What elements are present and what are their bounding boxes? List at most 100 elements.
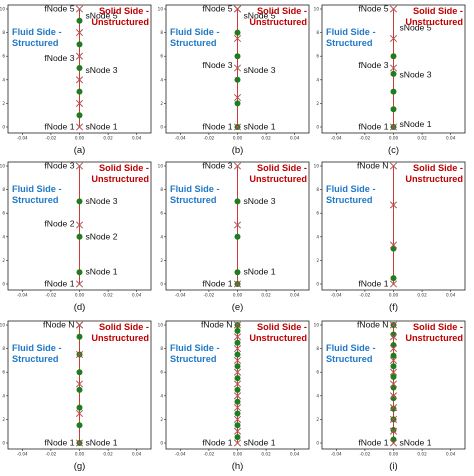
- node-label: fNode 1: [44, 122, 74, 132]
- node-label: sNode 5: [244, 11, 276, 21]
- subplot-c: 0 2 4 6 8 10 -0.04 -0.02 0.00 0.02 0.04 fNode 5 fNod…: [314, 4, 466, 156]
- y-tick-label: 6: [316, 54, 319, 59]
- y-tick-label: 10: [158, 7, 164, 12]
- x-tick-label: -0.04: [331, 136, 342, 141]
- x-tick-label: -0.04: [331, 293, 342, 298]
- node-dot: [234, 269, 241, 276]
- x-tick-label: 0.00: [75, 136, 85, 141]
- node-cross: [75, 439, 84, 447]
- node-cross: [389, 162, 398, 170]
- node-label: fNode N: [357, 320, 389, 330]
- node-label: fNode 1: [358, 122, 388, 132]
- node-label: fNode 1: [202, 279, 232, 289]
- solid-side-label: Unstructured: [405, 17, 463, 27]
- x-tick-label: 0.04: [446, 293, 456, 298]
- x-tick-label: -0.04: [175, 136, 186, 141]
- node-dot: [234, 422, 241, 429]
- fluid-side-label: Structured: [326, 354, 372, 364]
- node-dot: [234, 410, 241, 417]
- y-tick-label: 8: [316, 30, 319, 35]
- fluid-side-label: Structured: [326, 38, 372, 48]
- solid-side-label: Unstructured: [249, 174, 307, 184]
- node-cross: [233, 5, 242, 13]
- subplot-f: 0 2 4 6 8 10 -0.04 -0.02 0.00 0.02 0.04 fNode N fNod…: [314, 161, 466, 313]
- x-tick-label: -0.02: [203, 293, 214, 298]
- x-tick-label: 0.00: [389, 293, 399, 298]
- x-tick-label: 0.04: [132, 293, 142, 298]
- solid-side-label: Unstructured: [249, 333, 307, 343]
- node-label: fNode 3: [358, 60, 388, 70]
- node-label: fNode N: [43, 320, 75, 330]
- subplot-caption: (d): [74, 302, 86, 313]
- y-tick-label: 4: [160, 77, 163, 82]
- node-cross: [389, 392, 398, 400]
- node-label: sNode 1: [86, 438, 118, 448]
- y-tick-label: 8: [160, 346, 163, 351]
- node-dot: [390, 88, 397, 95]
- y-tick-label: 10: [0, 7, 5, 12]
- node-cross: [389, 345, 398, 353]
- y-tick-label: 4: [2, 234, 5, 239]
- node-cross: [389, 415, 398, 423]
- y-tick-label: 10: [158, 323, 164, 328]
- node-cross: [75, 29, 84, 37]
- node-cross: [233, 392, 242, 400]
- node-cross: [233, 380, 242, 388]
- node-dot: [76, 386, 83, 393]
- node-cross: [389, 64, 398, 72]
- x-tick-label: 0.02: [417, 293, 427, 298]
- y-tick-label: 10: [0, 164, 5, 169]
- node-dot: [234, 363, 241, 370]
- y-tick-label: 6: [316, 370, 319, 375]
- x-tick-label: -0.04: [331, 452, 342, 457]
- node-cross: [389, 241, 398, 249]
- y-tick-label: 2: [2, 417, 5, 422]
- y-tick-label: 8: [2, 30, 5, 35]
- node-label: sNode 3: [86, 196, 118, 206]
- x-tick-label: 0.02: [261, 293, 271, 298]
- subplot-e: 0 2 4 6 8 10 -0.04 -0.02 0.00 0.02 0.04 fNode 3 fNod…: [158, 161, 310, 313]
- node-cross: [75, 5, 84, 13]
- x-tick-label: 0.00: [233, 452, 243, 457]
- node-label: fNode 5: [202, 4, 232, 14]
- node-cross: [233, 404, 242, 412]
- solid-side-label: Solid Side -: [257, 163, 307, 173]
- y-tick-label: 4: [316, 234, 319, 239]
- x-tick-label: 0.04: [132, 136, 142, 141]
- y-tick-label: 2: [2, 101, 5, 106]
- node-cross: [389, 5, 398, 13]
- solid-side-label: Unstructured: [91, 174, 149, 184]
- y-tick-label: 8: [160, 30, 163, 35]
- y-tick-label: 6: [2, 54, 5, 59]
- node-dot: [76, 41, 83, 48]
- node-label: sNode 3: [244, 196, 276, 206]
- x-tick-label: 0.00: [389, 452, 399, 457]
- y-tick-label: 2: [160, 417, 163, 422]
- node-dot: [390, 53, 397, 60]
- fluid-side-label: Structured: [12, 354, 58, 364]
- node-cross: [75, 76, 84, 84]
- node-label: sNode 3: [244, 65, 276, 75]
- node-dot: [234, 100, 241, 107]
- y-tick-label: 6: [2, 211, 5, 216]
- fluid-side-label: Fluid Side -: [170, 27, 220, 37]
- x-tick-label: 0.02: [261, 136, 271, 141]
- y-tick-label: 8: [160, 187, 163, 192]
- node-dot: [234, 398, 241, 405]
- node-cross: [75, 321, 84, 329]
- node-cross: [389, 280, 398, 288]
- solid-side-label: Solid Side -: [99, 163, 149, 173]
- node-cross: [233, 34, 242, 43]
- node-cross: [75, 123, 84, 131]
- y-tick-label: 4: [316, 393, 319, 398]
- node-label: fNode 1: [44, 279, 74, 289]
- node-label: fNode 5: [44, 4, 74, 14]
- node-dot: [390, 352, 397, 359]
- y-tick-label: 2: [316, 101, 319, 106]
- node-dot: [76, 112, 83, 119]
- node-cross: [233, 333, 242, 341]
- node-dot: [234, 386, 241, 393]
- x-tick-label: 0.02: [103, 136, 113, 141]
- y-tick-label: 8: [2, 187, 5, 192]
